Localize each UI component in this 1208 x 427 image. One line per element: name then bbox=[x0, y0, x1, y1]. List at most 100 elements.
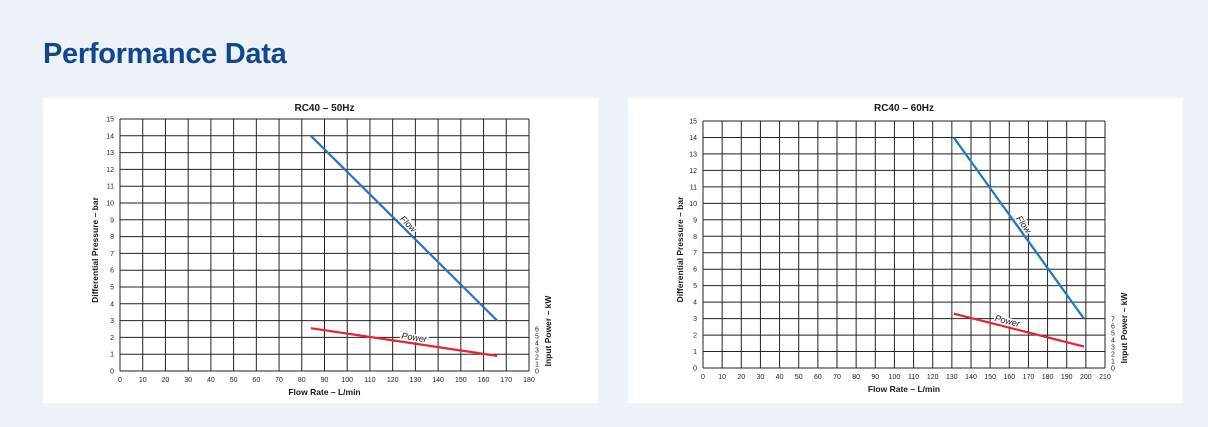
x-tick-label: 190 bbox=[1061, 374, 1073, 381]
page-title: Performance Data bbox=[43, 38, 287, 70]
y-tick-label: 4 bbox=[693, 300, 697, 307]
x-tick-label: 180 bbox=[523, 377, 535, 384]
x-tick-label: 0 bbox=[701, 374, 705, 381]
x-tick-label: 0 bbox=[118, 377, 122, 384]
y-tick-label: 9 bbox=[693, 217, 697, 224]
y-tick-label: 11 bbox=[107, 184, 114, 191]
x-tick-label: 170 bbox=[500, 377, 512, 384]
y-tick-label: 3 bbox=[110, 318, 114, 325]
y-tick-label: 1 bbox=[693, 349, 697, 356]
x-tick-label: 110 bbox=[908, 374, 919, 381]
y2-tick-label: 7 bbox=[1111, 317, 1115, 324]
y-tick-label: 11 bbox=[690, 184, 697, 191]
y-tick-label: 3 bbox=[693, 316, 697, 323]
x-tick-label: 20 bbox=[737, 374, 745, 381]
chart-title: RC40 – 60Hz bbox=[874, 103, 934, 114]
x-tick-label: 170 bbox=[1023, 374, 1035, 381]
y2-tick-label: 6 bbox=[535, 327, 539, 334]
chart-card-60hz: RC40 – 60Hz 0 10 20 30 40 50 60 70 80 90 100 110 120 1… bbox=[628, 98, 1183, 403]
y2-tick-label: 2 bbox=[535, 355, 539, 362]
x-tick-label: 160 bbox=[1003, 374, 1015, 381]
y-tick-label: 15 bbox=[106, 117, 114, 124]
x-tick-label: 80 bbox=[852, 374, 860, 381]
chart-card-50hz: RC40 – 50Hz 0 10 20 30 40 50 60 70 80 90 100 110 120 1… bbox=[43, 98, 598, 403]
x-tick-label: 150 bbox=[455, 377, 467, 384]
x-tick-label: 80 bbox=[298, 377, 306, 384]
x-tick-label: 40 bbox=[776, 374, 784, 381]
y-tick-label: 7 bbox=[110, 251, 114, 258]
x-tick-label: 10 bbox=[139, 377, 147, 384]
y2-tick-label: 4 bbox=[535, 341, 539, 348]
y2-tick-label: 0 bbox=[535, 369, 539, 376]
y-tick-label: 8 bbox=[110, 234, 114, 241]
y-tick-label: 14 bbox=[106, 133, 114, 140]
y2-tick-label: 6 bbox=[1111, 324, 1115, 331]
y-tick-label: 1 bbox=[110, 352, 114, 359]
x-axis-label: Flow Rate – L/min bbox=[868, 384, 940, 394]
y-tick-label: 0 bbox=[110, 369, 114, 376]
x-tick-label: 70 bbox=[275, 377, 283, 384]
y-tick-label: 10 bbox=[689, 201, 697, 208]
y2-tick-label: 1 bbox=[535, 362, 539, 369]
y2-tick-label: 5 bbox=[1111, 331, 1115, 338]
x-tick-label: 30 bbox=[757, 374, 765, 381]
x-tick-label: 50 bbox=[230, 377, 238, 384]
x-tick-label: 30 bbox=[184, 377, 192, 384]
y-axis-label: Differential Pressure – bar bbox=[90, 196, 100, 303]
x-tick-label: 90 bbox=[321, 377, 329, 384]
y2-axis-label: Input Power – kW bbox=[1119, 292, 1129, 364]
x-tick-label: 130 bbox=[410, 377, 422, 384]
series-line-flow bbox=[310, 135, 498, 322]
x-tick-label: 70 bbox=[833, 374, 841, 381]
y-tick-label: 15 bbox=[689, 119, 697, 126]
y-tick-label: 4 bbox=[110, 301, 114, 308]
y2-tick-label: 1 bbox=[1111, 359, 1115, 366]
y-tick-label: 5 bbox=[110, 285, 114, 292]
y-tick-label: 6 bbox=[693, 267, 697, 274]
y-tick-label: 0 bbox=[693, 366, 697, 373]
y2-tick-label: 5 bbox=[535, 334, 539, 341]
x-tick-label: 130 bbox=[946, 374, 958, 381]
y-tick-label: 2 bbox=[693, 333, 697, 340]
x-tick-label: 40 bbox=[207, 377, 215, 384]
y2-tick-label: 3 bbox=[535, 348, 539, 355]
x-tick-label: 120 bbox=[927, 374, 939, 381]
x-tick-label: 100 bbox=[889, 374, 901, 381]
grid bbox=[119, 118, 530, 372]
x-tick-label: 100 bbox=[341, 377, 353, 384]
x-tick-label: 60 bbox=[814, 374, 822, 381]
grid bbox=[702, 120, 1106, 369]
y2-tick-label: 3 bbox=[1111, 345, 1115, 352]
y2-axis-label: Input Power – kW bbox=[543, 295, 553, 367]
x-tick-label: 200 bbox=[1080, 374, 1092, 381]
y2-tick-label: 0 bbox=[1111, 366, 1115, 373]
x-tick-label: 180 bbox=[1042, 374, 1054, 381]
y-tick-label: 10 bbox=[106, 201, 114, 208]
x-tick-label: 140 bbox=[432, 377, 444, 384]
x-tick-label: 50 bbox=[795, 374, 803, 381]
x-tick-label: 60 bbox=[252, 377, 260, 384]
y2-tick-label: 4 bbox=[1111, 338, 1115, 345]
series-line-flow bbox=[952, 136, 1085, 320]
y-axis-label: Differential Pressure – bar bbox=[675, 196, 685, 303]
x-tick-label: 210 bbox=[1099, 374, 1111, 381]
x-axis-label: Flow Rate – L/min bbox=[288, 387, 360, 397]
series-line-power bbox=[310, 327, 498, 357]
chart-title: RC40 – 50Hz bbox=[294, 103, 354, 114]
series-line-power bbox=[953, 312, 1085, 348]
y-tick-label: 13 bbox=[106, 150, 114, 157]
y-tick-label: 14 bbox=[689, 135, 697, 142]
x-tick-label: 140 bbox=[965, 374, 977, 381]
y-tick-label: 7 bbox=[693, 250, 697, 257]
x-tick-label: 90 bbox=[871, 374, 879, 381]
x-tick-label: 150 bbox=[984, 374, 996, 381]
x-tick-label: 120 bbox=[387, 377, 399, 384]
y-tick-label: 6 bbox=[110, 268, 114, 275]
y2-tick-label: 2 bbox=[1111, 352, 1115, 359]
y-tick-label: 12 bbox=[106, 167, 114, 174]
y-tick-label: 2 bbox=[110, 335, 114, 342]
y-tick-label: 13 bbox=[689, 151, 697, 158]
y-tick-label: 8 bbox=[693, 234, 697, 241]
x-tick-label: 10 bbox=[718, 374, 726, 381]
